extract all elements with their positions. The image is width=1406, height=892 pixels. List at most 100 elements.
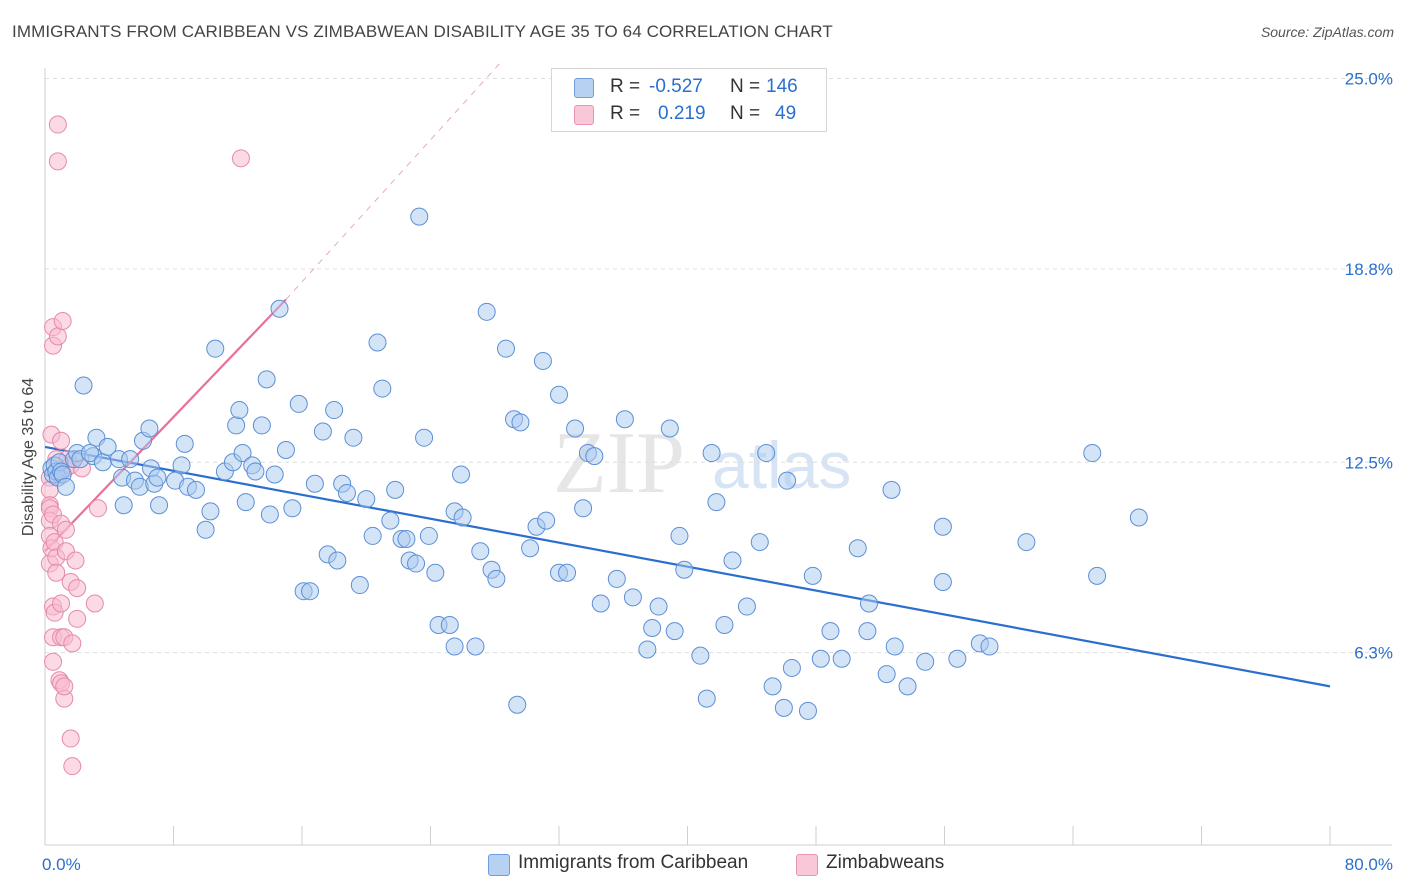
caribbean-point: [373, 379, 392, 398]
legend-r-label: R =: [610, 103, 641, 124]
bottom-legend-swatch-pink: [796, 854, 818, 876]
caribbean-point: [649, 597, 668, 616]
caribbean-point: [707, 493, 726, 512]
caribbean-point: [397, 530, 416, 548]
x-ticks: [44, 826, 1331, 845]
zimbabweans-point: [89, 499, 108, 518]
caribbean-point: [607, 569, 626, 588]
caribbean-point: [246, 462, 265, 481]
caribbean-point: [665, 622, 684, 641]
x-tick-label: 80.0%: [1345, 855, 1393, 874]
caribbean-point: [452, 465, 471, 484]
zimbabweans-point: [63, 634, 82, 653]
caribbean-point: [325, 401, 344, 420]
y-tick-label: 18.8%: [1345, 260, 1393, 279]
caribbean-point: [933, 572, 952, 591]
caribbean-point: [201, 502, 220, 521]
caribbean-point: [453, 508, 472, 527]
caribbean-point: [511, 413, 530, 432]
caribbean-point: [283, 499, 302, 518]
zimbabweans-point: [85, 594, 104, 613]
caribbean-point: [445, 637, 464, 656]
caribbean-point: [477, 302, 496, 321]
caribbean-point: [276, 440, 295, 459]
caribbean-point: [550, 385, 568, 404]
caribbean-point: [702, 444, 721, 463]
caribbean-point: [675, 560, 694, 579]
caribbean-point: [350, 576, 369, 595]
caribbean-point: [533, 351, 552, 370]
legend-n-label: N =: [730, 103, 761, 124]
caribbean-point: [114, 496, 133, 515]
caribbean-point: [778, 471, 797, 490]
y-tick-label: 12.5%: [1345, 453, 1393, 472]
caribbean-point: [496, 339, 515, 358]
zimbabweans-point: [47, 563, 66, 582]
caribbean-point: [337, 483, 356, 502]
zimbabweans-point: [63, 757, 82, 776]
caribbean-point: [344, 428, 363, 447]
zimbabweans-point: [52, 431, 71, 450]
caribbean-point: [270, 299, 289, 318]
caribbean-point: [615, 410, 634, 429]
caribbean-point: [877, 665, 896, 684]
bottom-legend-label: Immigrants from Caribbean: [518, 852, 749, 873]
legend-r-value: -0.527: [649, 76, 703, 97]
caribbean-point: [643, 619, 662, 638]
caribbean-point: [289, 394, 308, 413]
caribbean-point: [660, 419, 679, 438]
caribbean-point: [357, 490, 376, 509]
legend-n-value: 49: [775, 103, 797, 124]
caribbean-point: [521, 539, 540, 558]
caribbean-point: [172, 456, 191, 475]
caribbean-point: [591, 594, 610, 613]
y-axis-label: Disability Age 35 to 64: [20, 378, 37, 536]
caribbean-point: [697, 689, 716, 708]
caribbean-point: [537, 511, 556, 530]
caribbean-point: [980, 637, 999, 656]
caribbean-point: [233, 444, 252, 463]
caribbean-point: [410, 207, 429, 226]
x-tick-label: 0.0%: [42, 855, 81, 874]
axes: [44, 68, 1392, 846]
zimbabweans-point: [61, 729, 80, 748]
caribbean-point: [121, 450, 140, 469]
caribbean-point: [885, 637, 904, 656]
zimbabweans-point: [231, 149, 250, 168]
caribbean-point: [916, 652, 935, 671]
legend-r-label: R =: [610, 76, 641, 97]
caribbean-point: [301, 582, 320, 601]
caribbean-point: [882, 480, 901, 499]
caribbean-point: [257, 370, 276, 389]
caribbean-point: [898, 677, 917, 696]
caribbean-point: [803, 566, 822, 585]
caribbean-point: [487, 569, 506, 588]
zimbabweans-point: [55, 677, 74, 696]
caribbean-point: [74, 376, 93, 395]
y-tick-labels: 6.3% 12.5% 18.8% 25.0%: [1345, 70, 1393, 663]
caribbean-point: [1017, 533, 1036, 552]
caribbean-point: [471, 542, 490, 561]
caribbean-point: [368, 333, 387, 352]
caribbean-point: [750, 533, 769, 552]
caribbean-point: [638, 640, 657, 659]
caribbean-point: [328, 551, 347, 570]
caribbean-point: [56, 477, 75, 496]
caribbean-point: [98, 437, 117, 456]
caribbean-point: [811, 649, 830, 668]
caribbean-point: [1088, 566, 1107, 585]
caribbean-point: [148, 468, 167, 487]
bottom-legend-label: Zimbabweans: [826, 852, 945, 873]
caribbean-point: [150, 496, 169, 515]
x-tick-labels: 0.0% 80.0%: [42, 855, 1393, 874]
caribbean-point: [93, 453, 112, 472]
bottom-legend-swatch-blue: [488, 854, 510, 876]
caribbean-point: [252, 416, 271, 435]
caribbean-point: [858, 622, 877, 641]
zimbabweans-point: [48, 152, 67, 171]
caribbean-point: [821, 622, 840, 641]
caribbean-point: [574, 499, 593, 518]
caribbean-point: [798, 701, 817, 720]
caribbean-point: [508, 695, 527, 714]
zimbabweans-point: [44, 652, 63, 671]
